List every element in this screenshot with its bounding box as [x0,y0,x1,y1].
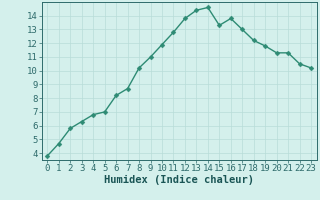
X-axis label: Humidex (Indice chaleur): Humidex (Indice chaleur) [104,175,254,185]
